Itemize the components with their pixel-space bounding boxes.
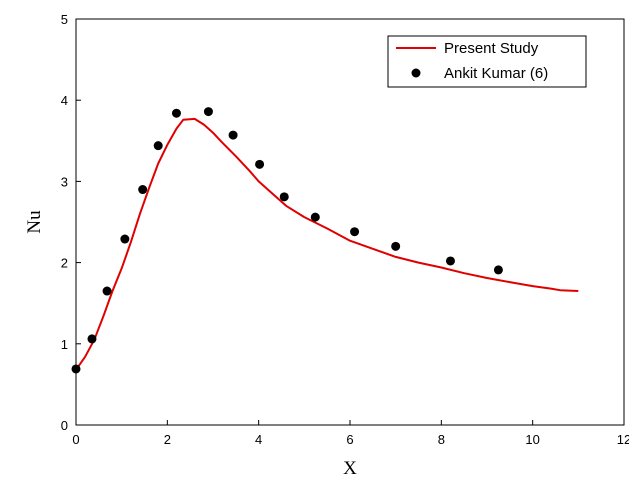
data-point-ankit-kumar — [228, 130, 238, 140]
data-point-ankit-kumar — [153, 141, 163, 151]
data-point-ankit-kumar — [391, 241, 401, 251]
legend-box — [387, 35, 587, 88]
x-tick-label: 10 — [525, 432, 539, 447]
x-tick-label: 12 — [617, 432, 629, 447]
y-tick-label: 3 — [61, 174, 68, 189]
x-tick-label: 2 — [164, 432, 171, 447]
legend-marker-ankit-kumar — [411, 68, 421, 78]
x-tick-label: 8 — [438, 432, 445, 447]
data-point-ankit-kumar — [203, 107, 213, 117]
x-tick-label: 0 — [72, 432, 79, 447]
data-point-ankit-kumar — [255, 159, 265, 169]
data-point-ankit-kumar — [279, 192, 289, 202]
data-point-ankit-kumar — [350, 227, 360, 237]
data-point-ankit-kumar — [102, 286, 112, 296]
plot-content — [71, 107, 579, 374]
data-point-ankit-kumar — [138, 185, 148, 195]
y-tick-label: 5 — [61, 12, 68, 27]
x-tick-label: 6 — [346, 432, 353, 447]
x-axis-title: X — [343, 458, 357, 479]
series-line-present-study — [75, 117, 579, 371]
y-axis-title: Nu — [24, 210, 45, 234]
data-point-ankit-kumar — [445, 256, 455, 266]
y-tick-label: 4 — [61, 93, 68, 108]
legend-label-present-study: Present Study — [444, 40, 539, 57]
y-tick-label: 1 — [61, 337, 68, 352]
data-point-ankit-kumar — [87, 334, 97, 344]
data-point-ankit-kumar — [493, 265, 503, 275]
legend-label-ankit-kumar: Ankit Kumar (6) — [444, 65, 548, 82]
legend: Present Study Ankit Kumar (6) — [387, 35, 587, 88]
data-point-ankit-kumar — [310, 212, 320, 222]
y-tick-label: 2 — [61, 256, 68, 271]
data-point-ankit-kumar — [171, 108, 181, 118]
x-tick-label: 4 — [255, 432, 262, 447]
y-tick-label: 0 — [61, 418, 68, 433]
data-point-ankit-kumar — [120, 234, 130, 244]
